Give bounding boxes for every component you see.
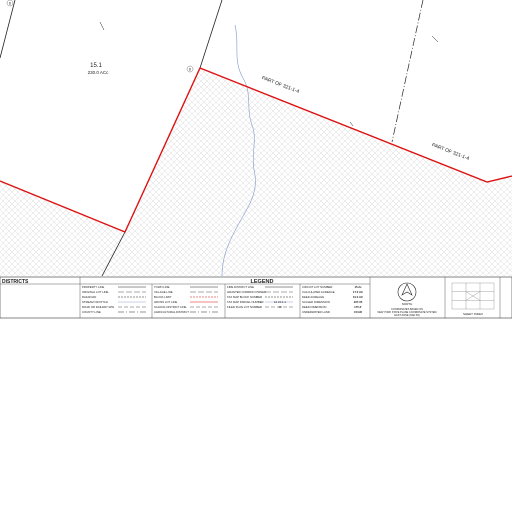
legend-symbol-text: 17.0 AC [353,290,363,294]
north-note-line: COORDINATES BASED ON [391,308,423,311]
tick [349,121,354,127]
legend-symbol-text: 175.2' [354,305,362,309]
legend-label: FIRE DISTRICT LINE [227,285,254,289]
legend-symbol-text: 15.2c [355,285,362,289]
legend-label: CALCULATED ACREAGE [302,290,335,294]
legend-symbol-text: 10.0 AC [353,295,363,299]
legend-label: TOWN LINE [154,285,170,289]
legend-label: RAILROAD [82,295,96,299]
legend-symbol-text: 12.34-1-1 [274,300,286,304]
legend-label: CIRCUIT LOT NUMBER [302,285,332,289]
north-arrow [401,283,413,296]
tick [431,35,439,43]
legend-symbol-text: 237.35 [354,300,363,304]
marker [186,65,194,73]
legend-label: SCALED DIMENSION [302,300,330,304]
marker-label: 8 [189,68,191,72]
legend-strip [0,276,512,319]
hatched-area [100,68,512,276]
legend-label: SCHOOL DISTRICT LINE [154,305,186,309]
part-label: PART OF 321-1-4 [261,75,300,95]
north-circle [397,282,417,302]
acreage: 230.0 ACc [88,70,110,75]
legend-label: GRANTED COMMON OWNER [227,290,266,294]
legend-label: DEED ACREAGE [302,295,324,299]
lot-line [101,231,126,277]
legend-label: TAX MAP BLOCK NUMBER [227,295,262,299]
part-label: PART OF 321-1-4 [431,142,470,162]
legend-symbol-text: CCAD [354,310,362,314]
legend-label: STREAM OR DITCH [82,300,108,304]
legend-label: FILED PLAN LOT NUMBER [227,305,262,309]
parcel-number: 15.1 [90,63,102,69]
property-line [0,67,512,233]
legend-label: ROAD OR RAILWAY R/W [82,305,114,309]
legend-label: UNDERWATER LAND [302,310,330,314]
legend-label: TAX MAP PARCEL NUMBER [227,300,264,304]
sheet-index-title: SHEET INDEX [463,312,483,316]
north-note-line: NEW YORK STATE PLANE COORDINATE SYSTEM [378,311,437,314]
tick [99,21,105,31]
legend-symbol-text: 48 [278,305,282,309]
legend-label: DEED DIMENSION [302,305,326,309]
legend-label: PROPERTY LINE [82,285,104,289]
hatched-area [0,181,125,276]
legend-label: COUNTY LINE [82,310,101,314]
marker [6,0,14,7]
legend-label: ORIGINAL LOT LINE [82,290,109,294]
legend-label: BLOCK LIMIT [154,295,172,299]
sheet-index-grid [451,282,495,310]
districts-title: DISTRICTS [2,279,29,285]
legend-label: GROSS LOT LINE [154,300,177,304]
legend-label: VILLAGE LINE [154,290,173,294]
north-note-line: EAST ZONE (NAD 83) [394,314,419,317]
legend-title: LEGEND [251,279,274,285]
lot-line [199,0,223,69]
north-label: NORTH [402,302,413,306]
lot-line [0,0,16,59]
marker-label: 8 [9,2,11,6]
stream [221,24,256,277]
legend-label: AGRICULTURAL DISTRICT [154,310,189,314]
lot-line [391,0,424,143]
